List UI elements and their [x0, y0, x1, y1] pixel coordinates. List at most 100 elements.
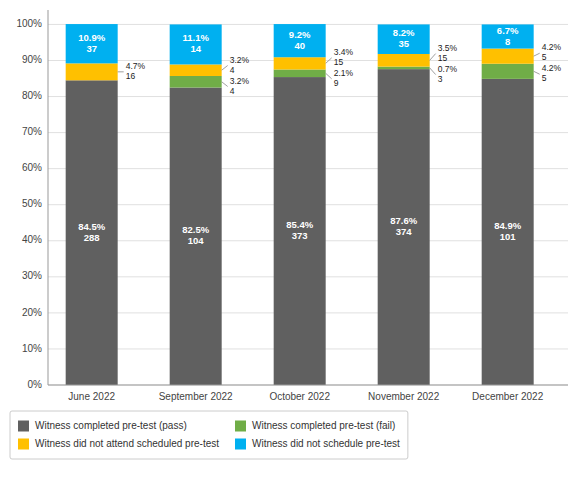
y-tick-label: 0%: [28, 379, 43, 390]
legend-swatch: [235, 439, 246, 450]
data-label: 3.5%: [438, 43, 458, 53]
y-tick-label: 70%: [22, 126, 42, 137]
data-label-count: 104: [188, 235, 205, 246]
data-label-count: 14: [190, 43, 201, 54]
bar-segment: [482, 24, 534, 48]
leader-line: [326, 73, 332, 79]
legend-item: Witness did not attend scheduled pre-tes…: [18, 438, 219, 450]
data-label: 10.9%: [78, 32, 105, 43]
data-label: 0.7%: [438, 64, 458, 74]
leader-line: [430, 68, 436, 75]
bars: [66, 24, 534, 385]
data-label-count: 373: [292, 230, 308, 241]
y-tick-label: 80%: [22, 90, 42, 101]
bar-segment: [482, 49, 534, 64]
data-label-count: 374: [396, 226, 413, 237]
data-label: 84.9%: [494, 220, 521, 231]
bar-segment: [482, 64, 534, 79]
legend-label: Witness completed pre-test (fail): [252, 420, 395, 431]
leader-line: [222, 65, 228, 70]
x-tick-label: October 2022: [269, 391, 330, 402]
bar-segment: [378, 67, 430, 70]
data-label-count: 15: [334, 57, 344, 67]
bar-segment: [170, 64, 222, 76]
y-axis-line: [48, 10, 49, 385]
data-label: 3.4%: [334, 47, 354, 57]
data-label: 85.4%: [286, 219, 313, 230]
y-tick-label: 90%: [22, 54, 42, 65]
leader-line: [534, 71, 540, 74]
bar-segment: [378, 54, 430, 67]
bar-segment: [170, 24, 222, 64]
legend-label: Witness did not schedule pre-test: [252, 438, 400, 449]
data-label-count: 4: [230, 86, 235, 96]
data-label: 3.2%: [230, 76, 250, 86]
bar-segment: [274, 77, 326, 385]
y-tick-label: 40%: [22, 234, 42, 245]
y-tick-label: 20%: [22, 307, 42, 318]
data-label-count: 288: [84, 232, 100, 243]
x-axis-line: [48, 385, 568, 386]
data-label: 4.2%: [542, 63, 562, 73]
data-label: 84.5%: [78, 221, 105, 232]
data-label: 82.5%: [182, 224, 209, 235]
legend-item: Witness did not schedule pre-test: [235, 438, 400, 450]
bar-segment: [274, 57, 326, 69]
bar-segment: [378, 24, 430, 54]
data-label: 4.7%: [126, 61, 146, 71]
y-tick-label: 30%: [22, 270, 42, 281]
leader-line: [222, 82, 228, 87]
data-label: 3.2%: [230, 55, 250, 65]
data-label-count: 40: [294, 40, 305, 51]
data-label-count: 3: [438, 74, 443, 84]
legend-label: Witness completed pre-test (pass): [35, 420, 187, 431]
grid-line: [48, 385, 568, 386]
data-label-count: 5: [542, 52, 547, 62]
x-tick-label: September 2022: [159, 391, 233, 402]
data-label: 9.2%: [289, 29, 311, 40]
legend: Witness completed pre-test (pass) Witness…: [10, 411, 408, 459]
bar-segment: [170, 76, 222, 88]
x-axis: June 2022 September 2022 October 2022 Novem…: [68, 391, 543, 402]
x-tick-label: December 2022: [472, 391, 544, 402]
y-tick-label: 100%: [16, 18, 42, 29]
data-labels: 84.5%288 82.5%104 85.4%373 87.6%374 84.9%101…: [78, 25, 561, 247]
y-tick-label: 50%: [22, 198, 42, 209]
legend-item: Witness completed pre-test (pass): [18, 420, 187, 432]
legend-swatch: [18, 439, 29, 450]
bar-segment: [66, 63, 118, 80]
chart: 0%10%20%30%40%50%60%70%80%90%100%June 20…: [0, 0, 576, 496]
leader-line: [118, 71, 124, 72]
y-tick-label: 10%: [22, 343, 42, 354]
legend-swatch: [18, 421, 29, 432]
bar-segment: [274, 24, 326, 57]
data-label-count: 15: [438, 53, 448, 63]
data-label: 6.7%: [497, 25, 519, 36]
bar-segment: [66, 24, 118, 63]
data-label-count: 16: [126, 71, 136, 81]
leader-line: [326, 58, 332, 64]
bar-segment: [170, 88, 222, 385]
data-label-count: 9: [334, 78, 339, 88]
data-label: 4.2%: [542, 42, 562, 52]
data-label: 11.1%: [182, 32, 209, 43]
legend-item: Witness completed pre-test (fail): [235, 420, 395, 432]
y-axis: 0%10%20%30%40%50%60%70%80%90%100%: [16, 18, 42, 390]
data-label: 87.6%: [390, 215, 417, 226]
legend-label: Witness did not attend scheduled pre-tes…: [35, 438, 219, 449]
bar-segment: [378, 69, 430, 385]
leader-line: [430, 54, 436, 61]
bar-segment: [66, 80, 118, 385]
data-label-count: 5: [542, 73, 547, 83]
x-tick-label: November 2022: [368, 391, 440, 402]
bar-segment: [274, 69, 326, 77]
x-tick-label: June 2022: [68, 391, 115, 402]
data-label: 8.2%: [393, 27, 415, 38]
grid: [48, 24, 568, 385]
data-label-count: 8: [505, 36, 510, 47]
data-label-count: 101: [500, 231, 517, 242]
legend-swatch: [235, 421, 246, 432]
data-label: 2.1%: [334, 68, 354, 78]
data-label-count: 35: [398, 38, 409, 49]
data-label-count: 4: [230, 65, 235, 75]
